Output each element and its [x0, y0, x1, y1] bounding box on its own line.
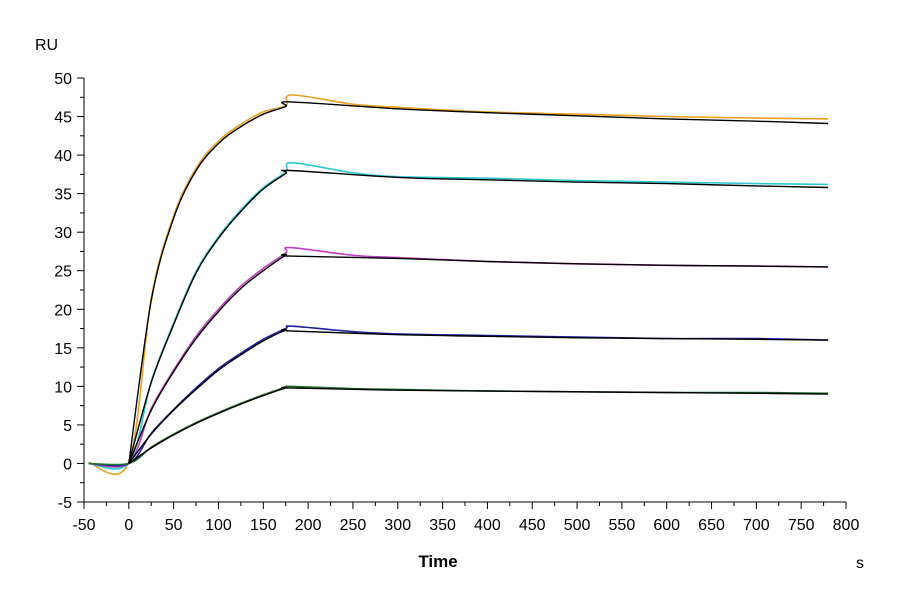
- y-axis-unit-label: RU: [35, 37, 58, 54]
- data-curve-4: [88, 325, 829, 467]
- x-tick-label: 250: [340, 517, 367, 534]
- x-tick-label: 700: [743, 517, 770, 534]
- x-tick-label: 600: [653, 517, 680, 534]
- x-tick-label: 50: [165, 517, 183, 534]
- x-tick-label: 500: [564, 517, 591, 534]
- data-curve-5: [88, 385, 829, 466]
- y-tick-label: 5: [63, 418, 72, 435]
- x-tick-label: 0: [124, 517, 133, 534]
- data-curve-3: [88, 246, 829, 468]
- x-tick-label: 450: [519, 517, 546, 534]
- y-tick-label: -5: [58, 495, 72, 512]
- x-tick-label: 550: [609, 517, 636, 534]
- x-tick-label: 350: [429, 517, 456, 534]
- y-tick-label: 30: [54, 225, 72, 242]
- y-tick-label: 0: [63, 456, 72, 473]
- x-tick-label: 200: [295, 517, 322, 534]
- y-tick-label: 25: [54, 264, 72, 281]
- fit-curve-1: [128, 101, 829, 464]
- x-tick-label: 400: [474, 517, 501, 534]
- y-tick-label: 15: [54, 341, 72, 358]
- x-tick-label: -50: [72, 517, 95, 534]
- y-tick-label: 10: [54, 379, 72, 396]
- data-curves: [88, 94, 829, 476]
- x-axis-unit-label: s: [856, 555, 864, 572]
- x-tick-label: 300: [384, 517, 411, 534]
- fit-curve-4: [128, 328, 829, 464]
- x-axis-title: Time: [418, 552, 457, 571]
- x-tick-label: 750: [788, 517, 815, 534]
- y-tick-label: 45: [54, 110, 72, 127]
- data-curve-1: [88, 94, 829, 476]
- y-tick-label: 35: [54, 187, 72, 204]
- y-tick-label: 20: [54, 302, 72, 319]
- fit-curve-3: [128, 253, 829, 464]
- fit-curves: [128, 101, 829, 465]
- data-curve-2: [88, 161, 829, 470]
- y-tick-label: 50: [54, 71, 72, 88]
- x-tick-label: 650: [698, 517, 725, 534]
- x-tick-label: 150: [250, 517, 277, 534]
- y-tick-label: 40: [54, 148, 72, 165]
- x-tick-label: 100: [205, 517, 232, 534]
- x-tick-label: 800: [833, 517, 860, 534]
- fit-curve-2: [128, 169, 829, 464]
- fit-curve-5: [128, 386, 829, 465]
